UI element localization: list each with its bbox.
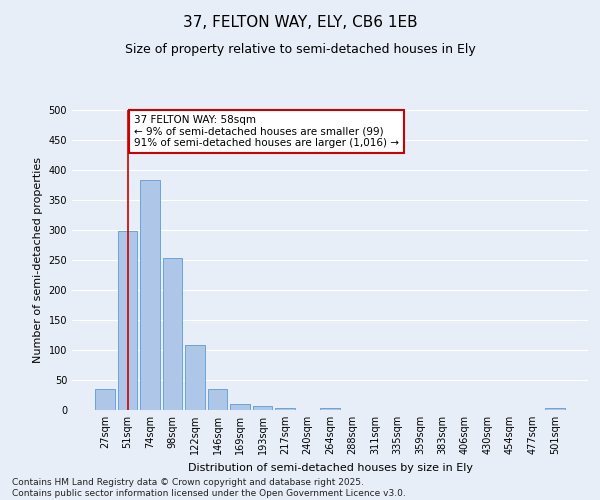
Bar (118, 231, 137, 410)
Bar (545, 408, 565, 410)
Bar (185, 345, 205, 410)
Bar (275, 408, 295, 410)
Text: 37, FELTON WAY, ELY, CB6 1EB: 37, FELTON WAY, ELY, CB6 1EB (182, 15, 418, 30)
Text: Contains HM Land Registry data © Crown copyright and database right 2025.
Contai: Contains HM Land Registry data © Crown c… (12, 478, 406, 498)
Bar (95, 389, 115, 410)
Text: 37 FELTON WAY: 58sqm
← 9% of semi-detached houses are smaller (99)
91% of semi-d: 37 FELTON WAY: 58sqm ← 9% of semi-detach… (134, 115, 399, 148)
Bar (140, 180, 160, 410)
Bar (163, 258, 182, 410)
Bar (230, 404, 250, 410)
X-axis label: Distribution of semi-detached houses by size in Ely: Distribution of semi-detached houses by … (187, 462, 473, 472)
Bar (253, 406, 272, 410)
Bar (320, 408, 340, 410)
Text: Size of property relative to semi-detached houses in Ely: Size of property relative to semi-detach… (125, 42, 475, 56)
Bar (208, 389, 227, 410)
Y-axis label: Number of semi-detached properties: Number of semi-detached properties (33, 157, 43, 363)
